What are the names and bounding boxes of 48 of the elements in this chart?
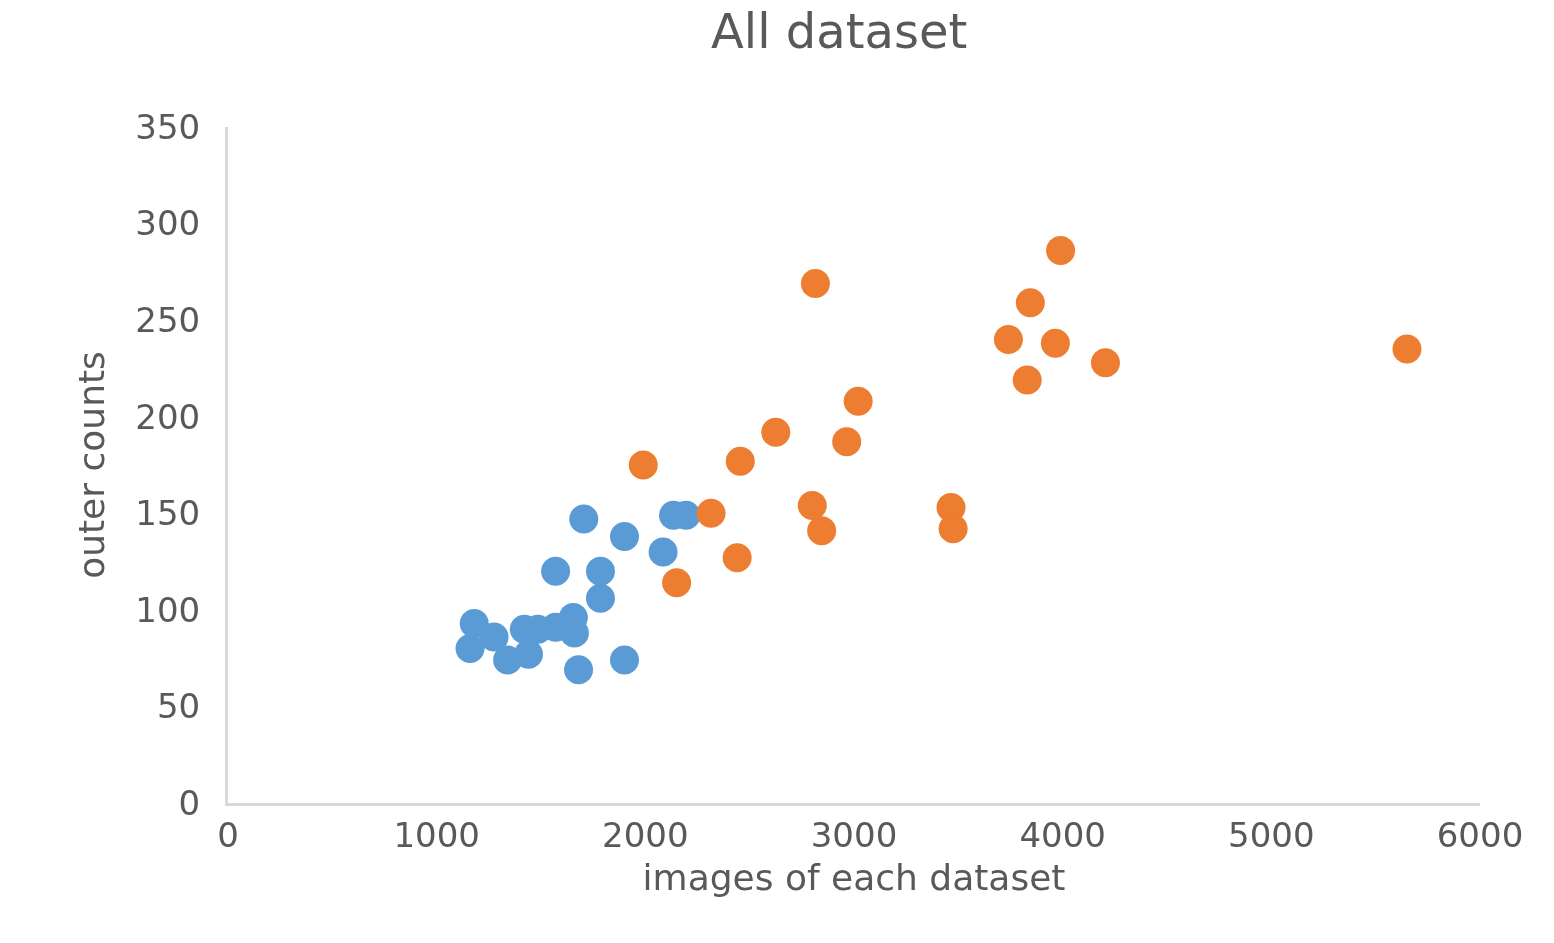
y-tick-label: 150 — [135, 493, 201, 534]
x-axis-title: images of each dataset — [642, 857, 1066, 899]
y-tick-label: 200 — [135, 396, 201, 437]
point — [609, 645, 639, 675]
point — [938, 514, 968, 544]
point — [662, 568, 692, 598]
point — [609, 521, 639, 551]
point — [797, 491, 827, 521]
point — [993, 324, 1023, 354]
x-tick-label: 2000 — [602, 814, 689, 855]
x-tick-label: 5000 — [1228, 814, 1315, 855]
point — [569, 504, 599, 534]
point — [761, 417, 791, 447]
point — [1090, 348, 1120, 378]
y-tick-label: 250 — [135, 300, 201, 341]
point — [696, 498, 726, 528]
point — [807, 516, 837, 546]
x-tick-label: 0 — [217, 814, 239, 855]
point — [1046, 236, 1076, 266]
point — [585, 583, 615, 613]
point — [843, 386, 873, 416]
point — [1392, 334, 1422, 364]
x-tick-label: 4000 — [1019, 814, 1106, 855]
point — [479, 622, 509, 652]
point — [725, 446, 755, 476]
y-tick-label: 50 — [156, 686, 201, 727]
x-tick-label: 3000 — [810, 814, 898, 855]
x-tick-label: 6000 — [1436, 814, 1524, 855]
point — [1015, 288, 1045, 318]
point — [541, 556, 571, 586]
point — [648, 537, 678, 567]
y-tick-label: 300 — [135, 203, 201, 244]
x-tick-label: 1000 — [393, 814, 480, 855]
point — [628, 450, 658, 480]
y-axis-title: outer counts — [71, 351, 113, 579]
point — [722, 543, 752, 573]
chart-title: All dataset — [711, 2, 968, 59]
point — [1040, 328, 1070, 358]
y-tick-label: 0 — [178, 782, 201, 823]
point — [1012, 365, 1042, 395]
point — [832, 427, 862, 457]
point — [800, 268, 830, 298]
point — [513, 639, 543, 669]
y-tick-label: 350 — [135, 106, 201, 147]
y-tick-label: 100 — [135, 589, 201, 630]
point — [585, 556, 615, 586]
point — [455, 633, 485, 663]
point — [564, 655, 594, 685]
